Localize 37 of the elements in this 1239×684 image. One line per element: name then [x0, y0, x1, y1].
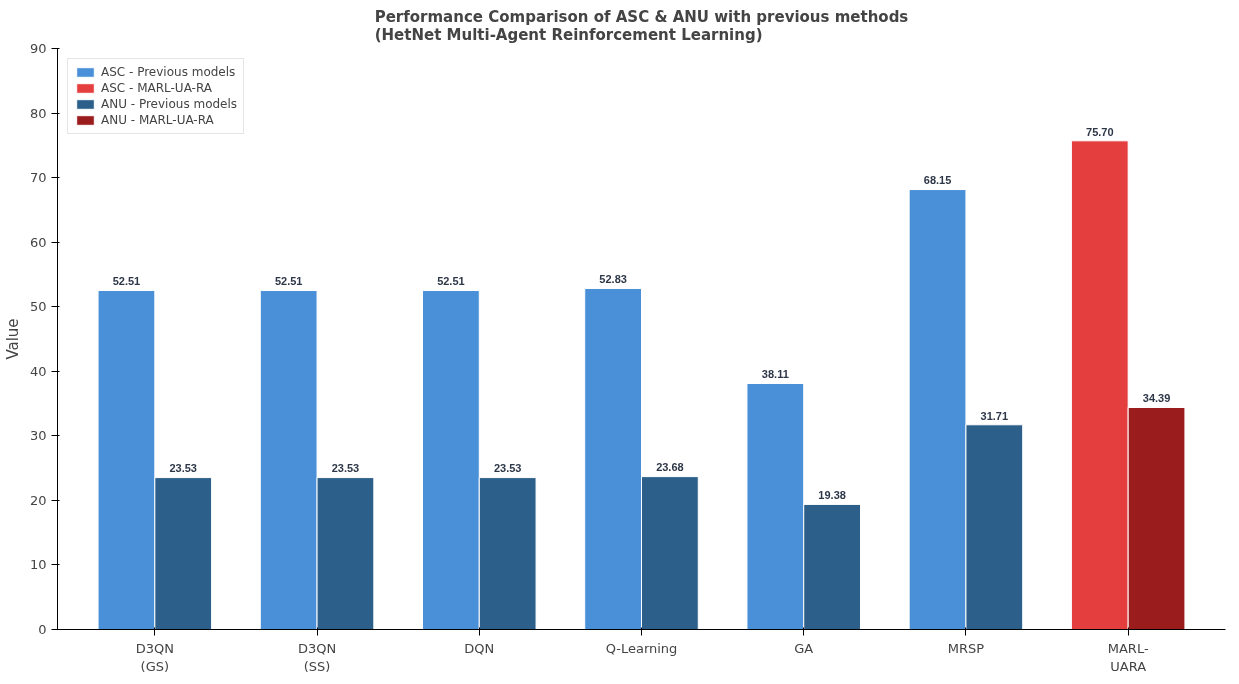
legend-label: ANU - Previous models: [101, 97, 238, 111]
data-label: 38.11: [761, 368, 789, 381]
data-label: 75.70: [1086, 125, 1114, 138]
data-label: 31.71: [980, 409, 1009, 422]
y-tick-label: 20: [29, 492, 47, 508]
y-axis-title: Value: [3, 318, 22, 360]
data-label: 52.51: [112, 275, 141, 288]
legend-label: ASC - MARL-UA-RA: [101, 81, 212, 95]
data-label: 23.53: [493, 462, 522, 475]
data-label: 19.38: [818, 489, 846, 502]
data-label: 68.15: [923, 174, 952, 187]
data-label: 23.53: [169, 462, 197, 475]
data-label: 23.68: [656, 461, 684, 474]
data-label: 23.53: [331, 462, 360, 475]
x-tick-label: MRSP: [947, 640, 985, 656]
x-tick-label: D3QN (GS): [135, 640, 174, 674]
data-label: 34.39: [1142, 392, 1171, 405]
legend-label: ANU - MARL-UA-RA: [101, 113, 214, 127]
x-tick-label: Q-Learning: [605, 640, 678, 656]
chart-title: Performance Comparison of ASC & ANU with previous methods (HetNet Multi-Agent Reinforcement Learning): [374, 7, 909, 44]
y-tick-label: 60: [29, 234, 47, 250]
x-tick-label: GA: [794, 640, 814, 656]
legend-label: ASC - Previous models: [101, 65, 236, 79]
x-tick-label: D3QN (SS): [297, 640, 337, 674]
x-tick-label: MARL- UARA: [1107, 640, 1149, 674]
data-label: 52.83: [599, 273, 627, 286]
y-tick-label: 10: [29, 557, 47, 573]
x-tick-label: DQN: [464, 640, 495, 656]
y-tick-label: 30: [29, 428, 47, 444]
y-tick-label: 80: [29, 105, 47, 121]
data-label: 52.51: [437, 275, 465, 288]
data-label: 52.51: [274, 275, 303, 288]
y-tick-label: 0: [38, 622, 47, 637]
y-tick-label: 70: [29, 170, 47, 186]
y-tick-label: 50: [29, 299, 47, 315]
y-tick-label: 40: [29, 363, 47, 379]
y-tick-label: 90: [29, 41, 47, 56]
